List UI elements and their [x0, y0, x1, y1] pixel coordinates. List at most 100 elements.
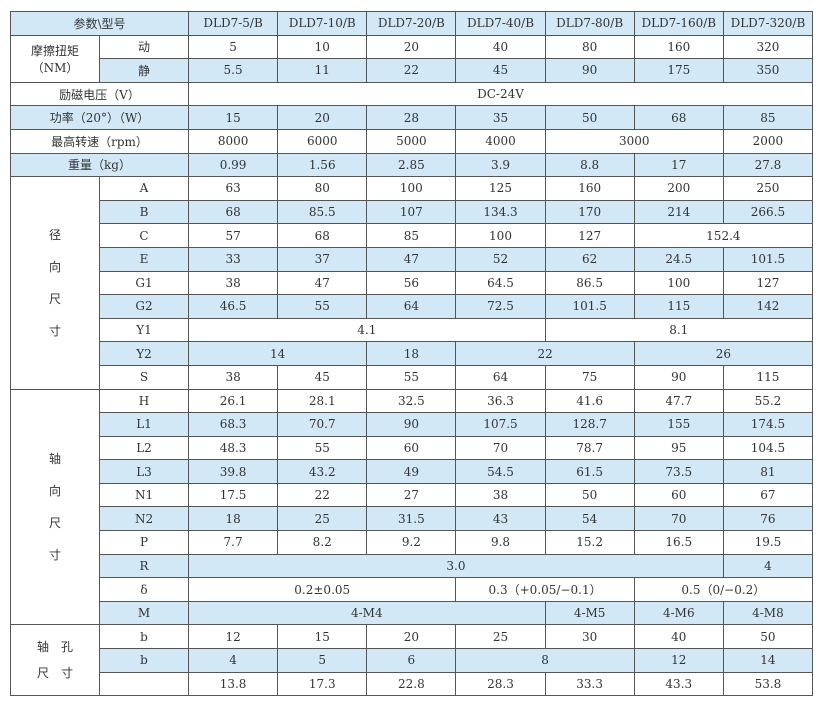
header-param-label: 参数\型号 — [9, 11, 190, 36]
table-cell: 70.7 — [277, 412, 368, 437]
model-header: DLD7-80/B — [544, 11, 635, 36]
table-row: 静 5.5 11 22 45 90 175 350 — [11, 58, 814, 83]
table-cell: 160 — [633, 34, 724, 60]
table-row: G2 46.5 55 64 72.5 101.5 115 142 — [11, 294, 814, 319]
table-cell: 38 — [188, 270, 279, 296]
row-sub-label: N2 — [98, 506, 190, 532]
table-row: L1 68.3 70.7 90 107.5 128.7 155 174.5 — [11, 412, 814, 437]
table-cell: 15 — [277, 624, 368, 650]
table-row: S 38 45 55 64 75 90 115 — [11, 364, 814, 390]
model-header: DLD7-10/B — [277, 11, 368, 36]
table-cell: 27 — [366, 482, 457, 508]
table-cell: 20 — [366, 34, 457, 60]
table-row: N2 18 25 31.5 43 54 70 76 — [11, 506, 814, 532]
header-row: 参数\型号 DLD7-5/B DLD7-10/B DLD7-20/B DLD7-40/B… — [9, 11, 814, 36]
table-cell: 27.8 — [722, 152, 814, 178]
table-cell: 100 — [455, 223, 546, 248]
table-cell: 39.8 — [188, 459, 279, 484]
table-cell: 3.0 — [188, 553, 724, 579]
table-cell: 175 — [633, 58, 724, 83]
table-cell: 17.3 — [277, 671, 368, 697]
table-cell: 68 — [277, 223, 368, 248]
table-cell: 70 — [455, 435, 546, 461]
table-row: L2 48.3 55 60 70 78.7 95 104.5 — [11, 435, 814, 461]
table-cell: 15.2 — [544, 530, 635, 555]
table-cell: 18 — [188, 506, 279, 532]
table-cell: 37 — [277, 246, 368, 272]
table-cell: 8 — [455, 648, 635, 673]
row-label: 励磁电压（V） — [9, 81, 190, 107]
table-cell: 45 — [277, 364, 368, 390]
table-cell: 115 — [722, 364, 814, 390]
table-cell: 9.2 — [366, 530, 457, 555]
table-row: 摩擦扭矩 （NM） 动 5 10 20 40 80 160 320 — [10, 34, 814, 83]
table-cell: 80 — [277, 176, 368, 201]
table-cell: 40 — [455, 34, 546, 60]
table-cell: 85.5 — [277, 199, 368, 225]
row-sub-label: L3 — [98, 459, 190, 484]
table-cell: 22.8 — [366, 671, 457, 697]
table-cell: 73.5 — [633, 459, 724, 484]
table-cell: 55.2 — [722, 388, 814, 414]
table-cell: 55 — [277, 435, 368, 461]
table-cell: 48.3 — [188, 435, 279, 461]
table-cell: 55 — [366, 364, 457, 390]
table-cell: 28 — [366, 105, 457, 130]
torque-unit: （NM） — [31, 60, 79, 75]
table-cell: 170 — [544, 199, 635, 225]
table-cell: 52 — [455, 246, 546, 272]
table-cell: 64.5 — [455, 270, 546, 296]
table-cell: 174.5 — [722, 412, 814, 437]
table-cell: 107.5 — [455, 412, 546, 437]
table-cell: 60 — [366, 435, 457, 461]
model-header: DLD7-160/B — [633, 11, 724, 36]
table-cell: 12 — [188, 624, 279, 650]
table-row: 最高转速（rpm） 8000 6000 5000 4000 3000 2000 — [9, 128, 814, 154]
table-cell: 20 — [366, 624, 457, 650]
table-cell: 2.85 — [366, 152, 457, 178]
table-cell: 43.2 — [277, 459, 368, 484]
table-cell: 47.7 — [633, 388, 724, 414]
table-row: R 3.0 4 — [11, 553, 814, 579]
table-cell: 90 — [544, 58, 635, 83]
table-cell: 54 — [544, 506, 635, 532]
table-cell: 14 — [188, 341, 368, 366]
table-cell: 101.5 — [722, 246, 814, 272]
table-cell: 25 — [455, 624, 546, 650]
table-cell: 28.3 — [455, 671, 546, 697]
table-cell: 4-M5 — [544, 600, 635, 626]
row-sub-label: S — [98, 364, 190, 390]
table-cell: 115 — [633, 294, 724, 319]
table-cell: 14 — [722, 648, 814, 673]
table-cell: 60 — [633, 482, 724, 508]
table-cell: 4-M6 — [633, 600, 724, 626]
torque-label: 摩擦扭矩 （NM） — [10, 34, 100, 83]
table-cell: 100 — [366, 176, 457, 201]
table-cell: 35 — [455, 105, 546, 130]
table-cell: 90 — [633, 364, 724, 390]
table-cell: 0.99 — [188, 152, 279, 178]
table-cell: 142 — [722, 294, 814, 319]
table-cell: 53.8 — [722, 671, 814, 697]
table-cell: 4-M8 — [722, 600, 814, 626]
table-cell: 18 — [366, 341, 457, 366]
row-sub-label — [98, 671, 190, 697]
model-header: DLD7-40/B — [455, 11, 546, 36]
row-sub-label: G1 — [98, 270, 190, 296]
table-cell: 0.3（+0.05/−0.1） — [455, 577, 635, 602]
table-cell: 76 — [722, 506, 814, 532]
table-cell: 81 — [722, 459, 814, 484]
table-cell: 8.2 — [277, 530, 368, 555]
table-cell: 104.5 — [722, 435, 814, 461]
table-cell: 128.7 — [544, 412, 635, 437]
table-cell: 31.5 — [366, 506, 457, 532]
table-cell: 78.7 — [544, 435, 635, 461]
section-label: 径 向 尺 寸 — [10, 176, 100, 390]
table-cell: 101.5 — [544, 294, 635, 319]
table-cell: 54.5 — [455, 459, 546, 484]
table-row: B 68 85.5 107 134.3 170 214 266.5 — [11, 199, 814, 225]
table-cell: 33.3 — [544, 671, 635, 697]
table-cell: 5000 — [366, 128, 457, 154]
table-cell: 43 — [455, 506, 546, 532]
row-sub-label: B — [98, 199, 190, 225]
